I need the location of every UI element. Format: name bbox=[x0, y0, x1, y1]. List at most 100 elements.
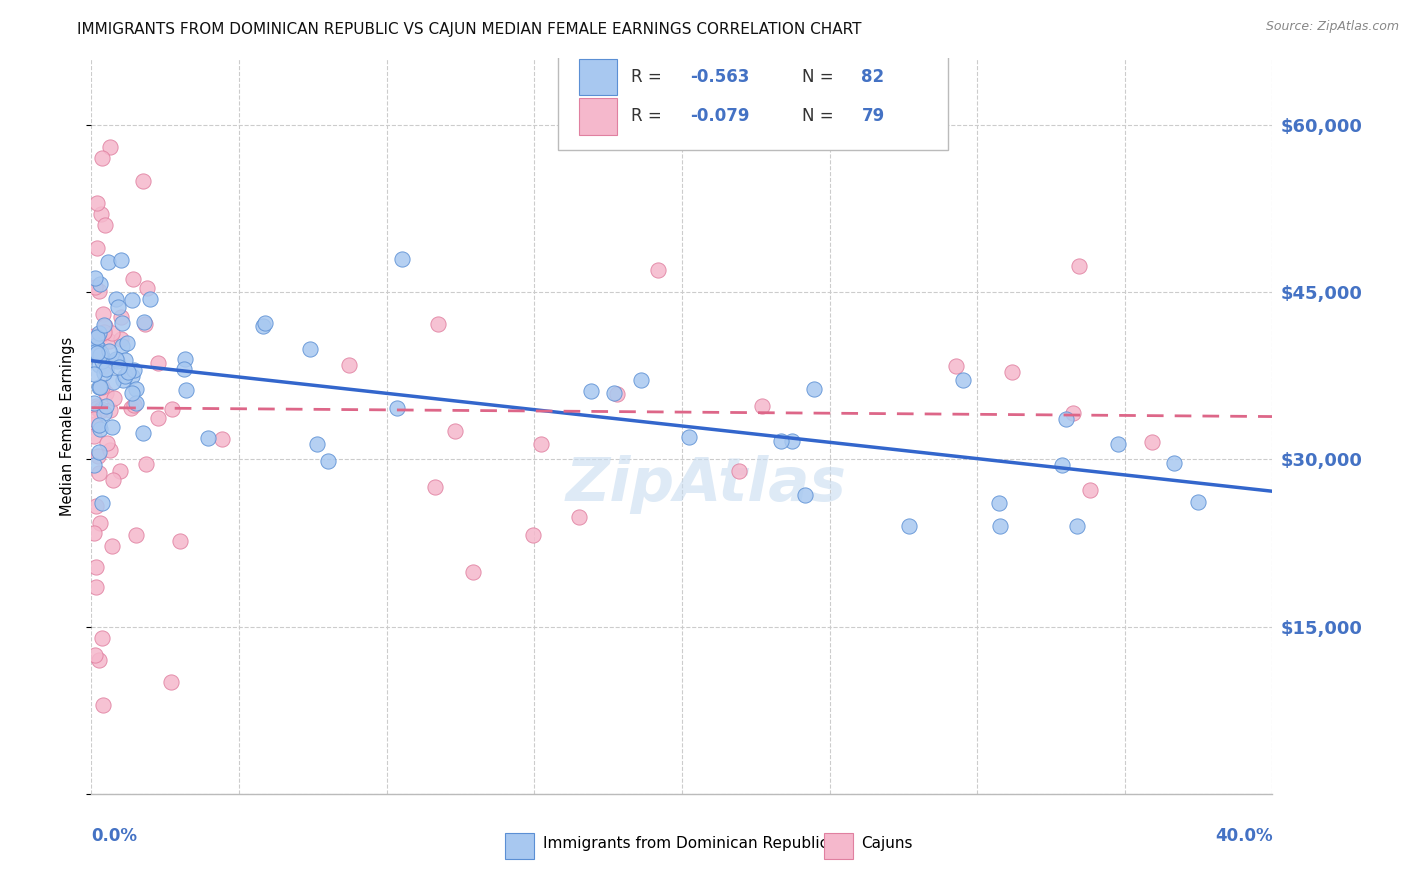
Point bbox=[94, 361, 117, 376]
Point bbox=[86, 195, 108, 210]
Point bbox=[114, 353, 136, 368]
Point bbox=[84, 648, 107, 663]
Text: Source: ZipAtlas.com: Source: ZipAtlas.com bbox=[1265, 20, 1399, 33]
Point bbox=[305, 436, 328, 450]
Point bbox=[1050, 458, 1073, 473]
Point bbox=[87, 444, 110, 458]
Text: N =: N = bbox=[803, 107, 839, 126]
Point bbox=[132, 173, 155, 187]
Point bbox=[135, 457, 157, 471]
Point bbox=[93, 359, 115, 374]
Point bbox=[93, 352, 115, 367]
Point bbox=[87, 358, 110, 372]
Point bbox=[89, 277, 111, 291]
Point bbox=[122, 363, 145, 377]
Point bbox=[89, 516, 111, 530]
Point bbox=[101, 540, 124, 554]
Point bbox=[160, 675, 183, 690]
Point bbox=[678, 430, 700, 444]
FancyBboxPatch shape bbox=[505, 833, 534, 859]
Text: 82: 82 bbox=[862, 68, 884, 86]
Point bbox=[97, 255, 120, 269]
Point bbox=[385, 401, 408, 416]
Point bbox=[98, 443, 121, 458]
Point bbox=[1001, 365, 1024, 379]
Point bbox=[1062, 406, 1084, 420]
Point bbox=[122, 399, 145, 413]
Point bbox=[568, 509, 591, 524]
Point bbox=[83, 280, 105, 294]
Point bbox=[103, 391, 125, 405]
Text: R =: R = bbox=[631, 107, 666, 126]
Text: ZipAtlas: ZipAtlas bbox=[565, 455, 846, 515]
Text: N =: N = bbox=[803, 68, 839, 86]
Point bbox=[86, 401, 108, 415]
Point bbox=[83, 345, 105, 359]
Point bbox=[101, 326, 124, 341]
Point bbox=[751, 399, 773, 413]
Point bbox=[988, 519, 1011, 533]
Point bbox=[630, 373, 652, 387]
Point bbox=[945, 359, 967, 374]
Point bbox=[87, 285, 110, 299]
Point bbox=[83, 329, 105, 343]
Point bbox=[162, 402, 184, 417]
Point bbox=[110, 310, 132, 325]
Point bbox=[727, 465, 749, 479]
Text: IMMIGRANTS FROM DOMINICAN REPUBLIC VS CAJUN MEDIAN FEMALE EARNINGS CORRELATION C: IMMIGRANTS FROM DOMINICAN REPUBLIC VS CA… bbox=[77, 22, 862, 37]
Point bbox=[87, 341, 110, 355]
Point bbox=[84, 581, 107, 595]
Point bbox=[115, 336, 138, 351]
FancyBboxPatch shape bbox=[824, 833, 853, 859]
Point bbox=[91, 698, 114, 712]
Point bbox=[86, 330, 108, 344]
Point bbox=[110, 252, 132, 267]
Point bbox=[211, 432, 233, 446]
Point bbox=[606, 387, 628, 401]
Point bbox=[1054, 412, 1077, 426]
Text: 0.0%: 0.0% bbox=[91, 827, 138, 845]
Text: Immigrants from Dominican Republic: Immigrants from Dominican Republic bbox=[543, 837, 828, 852]
Point bbox=[461, 566, 484, 580]
Point bbox=[136, 280, 159, 294]
Point bbox=[254, 317, 277, 331]
Point bbox=[803, 382, 825, 396]
Point bbox=[83, 396, 105, 410]
Point bbox=[104, 351, 127, 366]
Point bbox=[769, 434, 792, 448]
Point bbox=[98, 140, 121, 154]
Point bbox=[84, 337, 107, 351]
Point bbox=[83, 368, 105, 382]
Point bbox=[138, 292, 160, 306]
Point bbox=[1140, 435, 1163, 450]
Point bbox=[114, 369, 136, 384]
Point bbox=[426, 318, 449, 332]
Point bbox=[1066, 519, 1088, 533]
Point bbox=[84, 559, 107, 574]
Point bbox=[83, 429, 105, 443]
Point bbox=[603, 386, 626, 401]
Point bbox=[530, 437, 553, 451]
Point bbox=[111, 373, 134, 387]
Text: Cajuns: Cajuns bbox=[862, 837, 912, 852]
Point bbox=[83, 526, 105, 541]
Point bbox=[100, 420, 122, 434]
Point bbox=[87, 653, 110, 667]
Point bbox=[146, 356, 169, 370]
Point bbox=[91, 354, 114, 368]
Point bbox=[391, 252, 413, 267]
Y-axis label: Median Female Earnings: Median Female Earnings bbox=[59, 336, 75, 516]
Point bbox=[101, 375, 124, 389]
Point bbox=[117, 365, 139, 379]
Point bbox=[87, 380, 110, 394]
Point bbox=[91, 496, 114, 510]
Point bbox=[90, 402, 112, 417]
Point bbox=[121, 386, 143, 401]
Point bbox=[107, 300, 129, 314]
Point bbox=[91, 307, 114, 321]
Point bbox=[98, 403, 121, 417]
Point bbox=[125, 395, 148, 409]
Point bbox=[174, 383, 197, 397]
Point bbox=[93, 318, 115, 332]
Point bbox=[316, 453, 339, 467]
